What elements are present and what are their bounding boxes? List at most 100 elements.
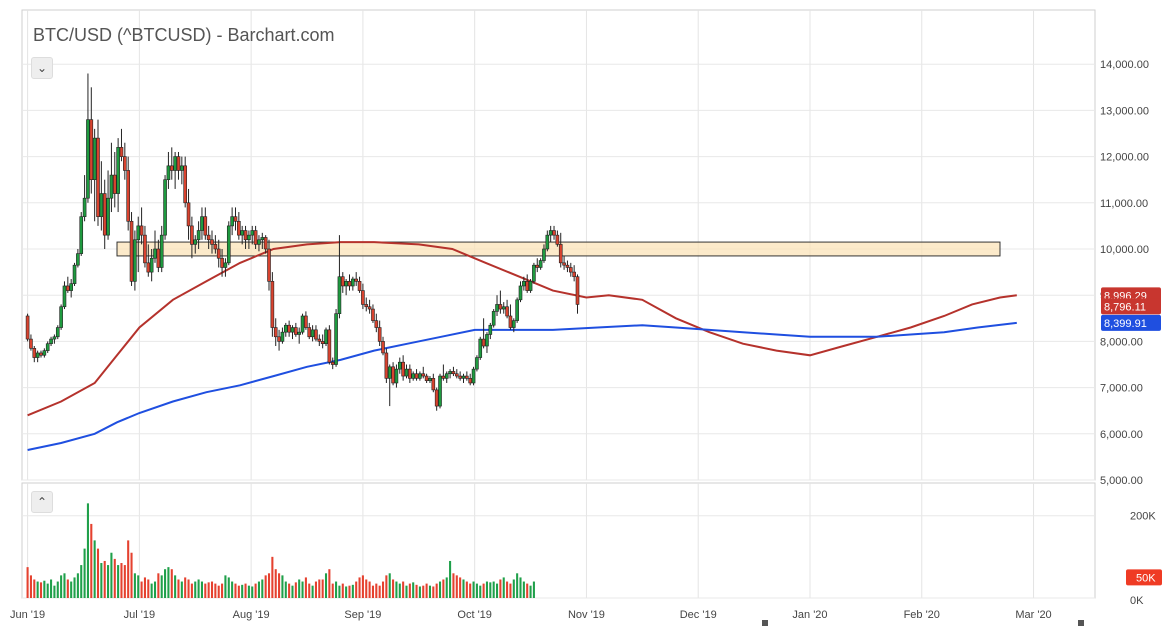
candle-body[interactable] bbox=[511, 320, 516, 328]
candle-body[interactable] bbox=[260, 237, 265, 241]
candle-body[interactable] bbox=[471, 368, 476, 384]
candle-body[interactable] bbox=[86, 119, 90, 199]
candle-body[interactable] bbox=[253, 230, 258, 245]
candle-body[interactable] bbox=[220, 257, 224, 268]
candle-body[interactable] bbox=[394, 368, 399, 384]
candle-body[interactable] bbox=[300, 315, 305, 333]
candle-body[interactable] bbox=[528, 281, 533, 291]
candle-body[interactable] bbox=[183, 165, 187, 204]
candle-body[interactable] bbox=[555, 234, 560, 245]
candle-body[interactable] bbox=[166, 165, 171, 180]
candle-body[interactable] bbox=[572, 271, 576, 278]
candle-body[interactable] bbox=[156, 248, 161, 268]
candle-body[interactable] bbox=[66, 285, 70, 291]
candle-body[interactable] bbox=[558, 244, 563, 264]
candle-body[interactable] bbox=[495, 304, 499, 312]
candle-body[interactable] bbox=[257, 239, 261, 245]
candle-body[interactable] bbox=[535, 264, 540, 268]
candle-body[interactable] bbox=[109, 174, 114, 199]
candle-body[interactable] bbox=[206, 234, 211, 241]
candle-body[interactable] bbox=[304, 315, 308, 328]
candle-body[interactable] bbox=[200, 216, 204, 231]
candle-body[interactable] bbox=[190, 225, 194, 245]
candle-body[interactable] bbox=[45, 343, 50, 351]
candle-body[interactable] bbox=[226, 225, 231, 264]
candle-body[interactable] bbox=[431, 378, 436, 391]
candle-body[interactable] bbox=[96, 137, 100, 217]
candle-body[interactable] bbox=[180, 165, 184, 171]
candle-body[interactable] bbox=[240, 230, 244, 236]
candle-body[interactable] bbox=[92, 137, 97, 180]
candle-body[interactable] bbox=[397, 361, 402, 370]
candle-body[interactable] bbox=[49, 338, 53, 345]
candle-body[interactable] bbox=[123, 156, 127, 171]
candle-body[interactable] bbox=[505, 306, 509, 317]
candle-body[interactable] bbox=[169, 165, 174, 171]
candle-body[interactable] bbox=[548, 230, 553, 236]
candle-body[interactable] bbox=[129, 220, 134, 282]
candle-body[interactable] bbox=[330, 361, 335, 365]
candle-body[interactable] bbox=[277, 336, 281, 342]
candle-body[interactable] bbox=[59, 306, 63, 328]
candle-body[interactable] bbox=[29, 338, 33, 349]
candle-body[interactable] bbox=[39, 352, 43, 356]
candle-body[interactable] bbox=[458, 375, 462, 379]
candle-body[interactable] bbox=[542, 248, 546, 261]
candle-body[interactable] bbox=[424, 375, 429, 381]
candle-body[interactable] bbox=[250, 230, 255, 236]
candle-body[interactable] bbox=[340, 276, 345, 287]
candle-body[interactable] bbox=[515, 299, 519, 321]
candle-body[interactable] bbox=[568, 267, 573, 273]
candle-body[interactable] bbox=[508, 315, 513, 328]
candle-body[interactable] bbox=[76, 253, 80, 266]
candle-body[interactable] bbox=[55, 327, 60, 338]
candle-body[interactable] bbox=[488, 324, 493, 335]
candle-body[interactable] bbox=[317, 338, 322, 342]
candle-body[interactable] bbox=[525, 281, 530, 291]
candle-body[interactable] bbox=[522, 281, 526, 287]
candle-body[interactable] bbox=[491, 311, 496, 326]
candle-body[interactable] bbox=[193, 239, 198, 245]
candle-body[interactable] bbox=[52, 336, 57, 340]
candle-body[interactable] bbox=[210, 239, 214, 245]
candle-body[interactable] bbox=[99, 193, 104, 217]
candle-body[interactable] bbox=[371, 308, 375, 321]
candle-body[interactable] bbox=[441, 375, 446, 379]
candle-body[interactable] bbox=[438, 375, 442, 407]
candle-body[interactable] bbox=[562, 262, 566, 266]
candle-body[interactable] bbox=[112, 174, 117, 194]
candle-body[interactable] bbox=[354, 278, 358, 282]
candle-body[interactable] bbox=[116, 147, 120, 194]
candle-body[interactable] bbox=[89, 119, 94, 181]
candle-body[interactable] bbox=[391, 366, 395, 384]
candle-body[interactable] bbox=[468, 378, 473, 384]
candle-body[interactable] bbox=[448, 371, 452, 375]
candle-body[interactable] bbox=[267, 248, 271, 282]
candle-body[interactable] bbox=[72, 264, 77, 284]
candle-body[interactable] bbox=[421, 373, 426, 377]
candle-body[interactable] bbox=[163, 179, 167, 236]
candle-body[interactable] bbox=[310, 329, 315, 338]
candle-body[interactable] bbox=[136, 225, 141, 241]
candle-body[interactable] bbox=[367, 306, 372, 310]
candle-body[interactable] bbox=[337, 276, 342, 314]
candle-body[interactable] bbox=[186, 202, 191, 227]
candle-body[interactable] bbox=[314, 329, 318, 340]
candle-body[interactable] bbox=[247, 234, 251, 241]
candle-body[interactable] bbox=[451, 371, 456, 375]
candle-body[interactable] bbox=[334, 313, 338, 365]
scroll-marker[interactable] bbox=[1078, 620, 1084, 626]
candle-body[interactable] bbox=[42, 350, 47, 356]
candle-body[interactable] bbox=[414, 373, 419, 379]
candle-body[interactable] bbox=[307, 327, 312, 338]
candle-body[interactable] bbox=[361, 290, 365, 305]
candle-body[interactable] bbox=[324, 329, 328, 345]
candle-body[interactable] bbox=[270, 281, 275, 328]
candle-body[interactable] bbox=[139, 225, 144, 236]
candle-body[interactable] bbox=[243, 230, 248, 241]
candle-body[interactable] bbox=[408, 368, 412, 379]
candle-body[interactable] bbox=[552, 230, 556, 236]
candle-body[interactable] bbox=[347, 281, 352, 287]
candle-body[interactable] bbox=[119, 147, 124, 157]
candle-body[interactable] bbox=[532, 264, 536, 282]
